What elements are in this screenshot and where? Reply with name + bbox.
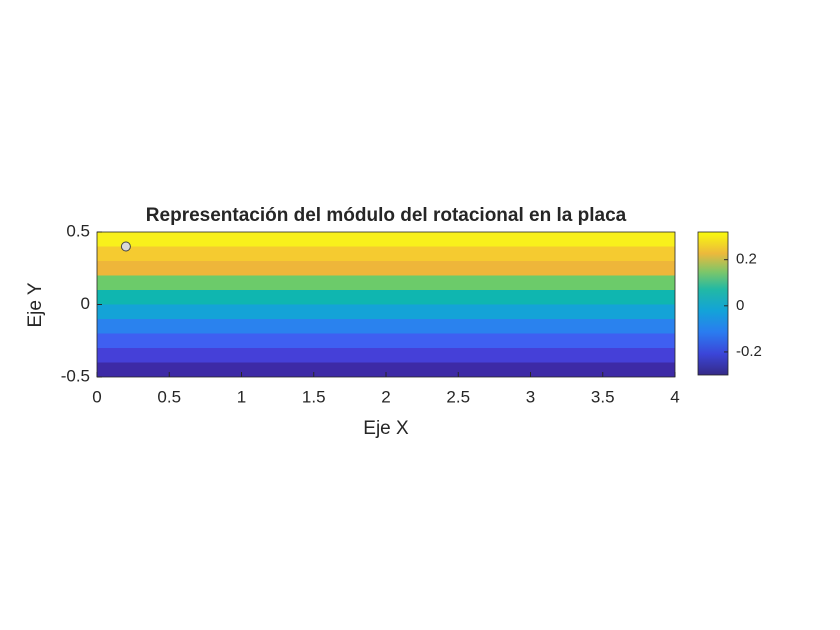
contour-band — [97, 232, 675, 247]
y-tick-label: 0 — [81, 294, 90, 313]
y-axis-label: Eje Y — [25, 282, 46, 327]
contour-band — [97, 246, 675, 261]
x-tick-label: 4 — [670, 387, 679, 406]
x-tick-label: 3.5 — [591, 387, 615, 406]
x-tick-label: 2 — [381, 387, 390, 406]
y-tick-label: 0.5 — [66, 221, 90, 240]
colorbar-tick-label: -0.2 — [736, 343, 762, 360]
colorbar-tick-label: 0.2 — [736, 251, 757, 268]
x-tick-label: 0 — [92, 387, 101, 406]
colorbar — [697, 231, 729, 376]
contour-band — [97, 261, 675, 276]
point — [120, 241, 131, 252]
x-tick-label: 0.5 — [157, 387, 181, 406]
contour-band — [97, 348, 675, 363]
chart-title: Representación del módulo del rotacional… — [146, 205, 627, 226]
y-tick-label: -0.5 — [61, 366, 90, 385]
colorbar-tick-label: 0 — [736, 297, 744, 314]
contour-band — [97, 304, 675, 319]
contour-band — [97, 275, 675, 290]
x-tick-label: 2.5 — [446, 387, 470, 406]
x-tick-label: 3 — [526, 387, 535, 406]
x-tick-label: 1.5 — [302, 387, 326, 406]
contour-band — [97, 333, 675, 348]
x-tick-label: 1 — [237, 387, 246, 406]
contour-band — [97, 290, 675, 305]
x-axis-label: Eje X — [363, 418, 409, 439]
contour-band — [97, 319, 675, 334]
